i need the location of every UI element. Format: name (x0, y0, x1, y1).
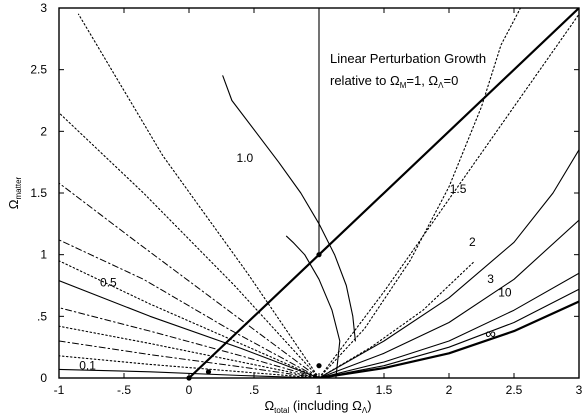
marker-point-4 (205, 369, 212, 375)
curve-17 (318, 13, 579, 378)
curve-label: 10 (498, 286, 512, 300)
y-tick-label: 2 (40, 124, 47, 138)
curve-14 (59, 355, 320, 378)
curve-16 (318, 8, 522, 378)
curve-5 (77, 13, 320, 378)
curve-label: 2 (469, 235, 476, 249)
curve-15 (59, 368, 320, 378)
x-tick-label: 3 (576, 383, 583, 397)
curve-8 (59, 239, 320, 378)
curve-9 (59, 260, 320, 378)
x-tick-label: 2 (446, 383, 453, 397)
curve-21 (318, 272, 579, 378)
curve-1 (187, 8, 579, 378)
curve-labels-group: 0.1 0.5 1.0 1.5 2 3 10 ∞ (79, 151, 512, 372)
y-tick-label: 2.5 (30, 63, 47, 77)
y-tick-label: 0 (40, 371, 47, 385)
x-tick-label: -.5 (117, 383, 131, 397)
x-tick-label: 1.5 (376, 383, 393, 397)
curve-18 (318, 260, 476, 378)
curve-22 (318, 288, 579, 378)
annotation-line1: Linear Perturbation Growth (330, 51, 486, 66)
curve-label: 0.1 (79, 358, 96, 372)
y-axis-label: Ωmatter (6, 176, 23, 209)
curve-label: ∞ (485, 326, 496, 343)
curve-label: 1.0 (237, 151, 254, 165)
curve-7 (59, 182, 320, 378)
x-tick-label: 2.5 (506, 383, 523, 397)
x-tick-label: 1 (316, 383, 323, 397)
ticks-group: -1 -.5 0.5 1 1.5 2 2.5 30.511.522.53 (30, 1, 582, 397)
curve-10 (59, 280, 320, 378)
curve-20 (318, 219, 579, 378)
x-axis-label: Ωtotal (including ΩΛ) (264, 398, 371, 415)
y-tick-label: 3 (40, 1, 47, 15)
curve-23 (317, 300, 579, 378)
curves-group (59, 8, 579, 378)
annotation-line2: relative to ΩM=1, ΩΛ=0 (330, 73, 458, 90)
curve-19 (318, 149, 579, 378)
curve-label: 1.5 (450, 182, 467, 196)
curve-label: 0.5 (100, 276, 117, 290)
curve-4 (285, 235, 341, 378)
marker-point-1 (316, 252, 322, 258)
curve-label: 3 (487, 272, 494, 286)
y-tick-label: .5 (37, 309, 47, 323)
x-tick-label: 0 (186, 383, 193, 397)
y-tick-label: 1.5 (30, 186, 47, 200)
curve-11 (59, 307, 320, 378)
x-tick-label: .5 (249, 383, 259, 397)
marker-point-3 (316, 363, 322, 369)
curve-12 (59, 325, 320, 378)
curve-3 (222, 75, 356, 342)
y-tick-label: 1 (40, 248, 47, 262)
curve-13 (59, 340, 320, 378)
curve-6 (59, 112, 320, 378)
x-tick-label: -1 (54, 383, 65, 397)
